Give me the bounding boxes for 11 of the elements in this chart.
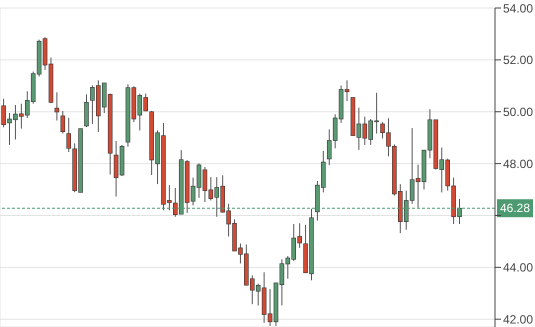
y-tick-label: 54.00 <box>503 1 534 16</box>
candlestick <box>60 110 66 134</box>
y-tick-label: 52.00 <box>503 53 534 68</box>
y-tick-label: 48.00 <box>503 156 534 171</box>
candlestick <box>84 94 89 128</box>
candlestick <box>54 92 60 122</box>
y-tick-label: 44.00 <box>503 260 534 275</box>
ref-line-label: 46.28 <box>500 201 530 216</box>
y-tick-label: 42.00 <box>503 312 534 326</box>
y-tick-label: 50.00 <box>503 105 534 119</box>
candlestick <box>66 117 72 152</box>
